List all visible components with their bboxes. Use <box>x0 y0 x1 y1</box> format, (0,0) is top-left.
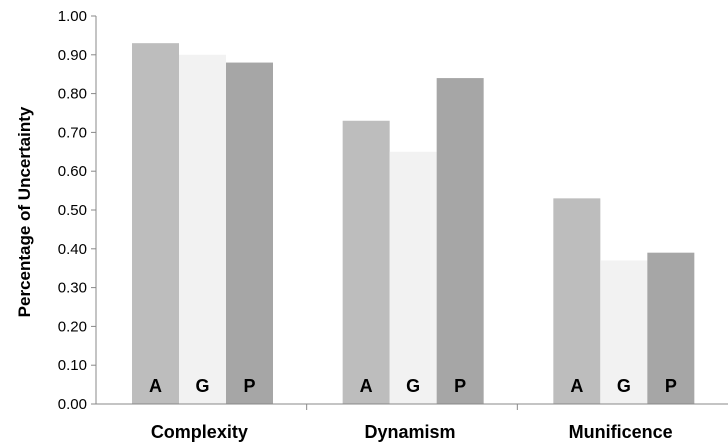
x-axis: Complexity Dynamism Munificence <box>96 403 728 442</box>
y-tick-label: 0.80 <box>58 86 87 103</box>
bar-dynamism-p <box>436 78 484 404</box>
bar-series-label: P <box>665 376 677 396</box>
y-tick-label: 0.20 <box>58 318 87 335</box>
y-tick-label: 0.00 <box>58 396 87 413</box>
category-label-complexity: Complexity <box>151 422 248 442</box>
bar-dynamism-g <box>389 151 437 404</box>
bar-munificence-g <box>600 260 648 404</box>
bar-munificence-a <box>553 198 601 404</box>
y-tick-label: 0.60 <box>58 163 87 180</box>
bar-munificence-p <box>647 252 695 404</box>
bar-dynamism-a <box>342 120 390 404</box>
y-tick-label: 0.90 <box>58 47 87 64</box>
bar-complexity-g <box>179 54 226 405</box>
y-tick-label: 0.10 <box>58 357 87 374</box>
category-label-dynamism: Dynamism <box>364 422 455 442</box>
y-tick-label: 0.30 <box>58 280 87 297</box>
bar-series-label: G <box>617 376 631 396</box>
bar-complexity-p <box>226 62 273 405</box>
y-tick-label: 0.70 <box>58 124 87 141</box>
bar-complexity-a <box>132 43 179 404</box>
bar-series-label: P <box>454 376 466 396</box>
y-tick-label: 1.00 <box>58 8 87 25</box>
y-axis: 0.00 0.10 0.20 0.30 0.40 0.50 0.60 0.70 0.80 0.90… <box>58 8 97 413</box>
y-tick-label: 0.40 <box>58 241 87 258</box>
bar-series-label: A <box>360 376 373 396</box>
bar-series-label: G <box>406 376 420 396</box>
y-axis-title: Percentage of Uncertainty <box>15 106 34 317</box>
category-label-munificence: Munificence <box>569 422 673 442</box>
bar-series-label: A <box>149 376 162 396</box>
bar-series-label: P <box>243 376 255 396</box>
y-tick-label: 0.50 <box>58 202 87 219</box>
bar-series-label: G <box>195 376 209 396</box>
bar-series-label: A <box>570 376 583 396</box>
